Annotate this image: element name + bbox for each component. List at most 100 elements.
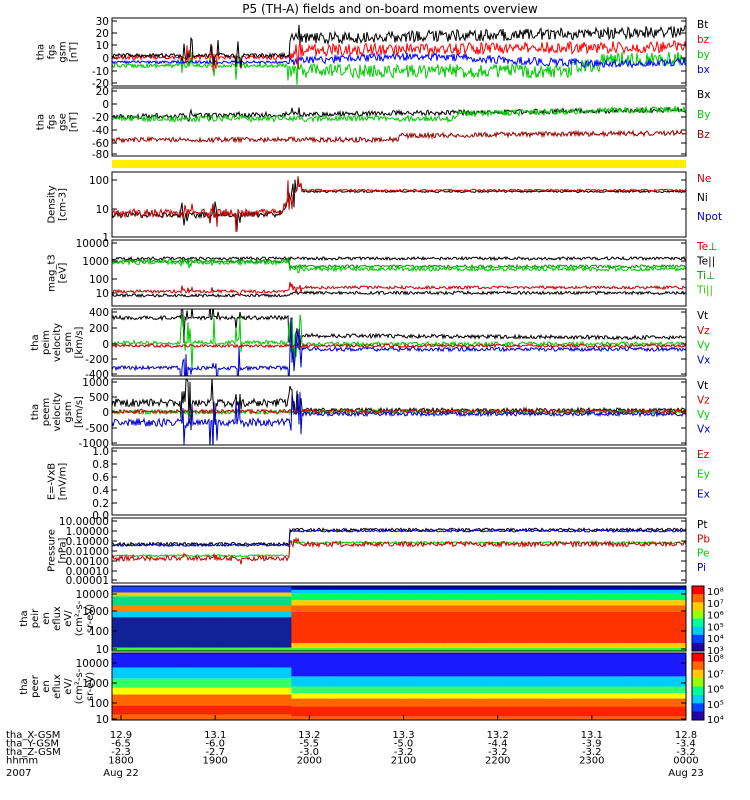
xaxis-row-value: -3.0 (300, 747, 320, 758)
trace-vt-e (112, 379, 686, 431)
x-axis: tha_X-GSM 12.9 13.1 13.2 13.3 13.2 13.1 12.8 tha… (6, 715, 704, 779)
y-axis-label: [eV] (58, 263, 69, 284)
y-tick-label: 0.00010 (66, 566, 109, 578)
y-axis-label: [km/s] (74, 396, 85, 428)
y-tick-label: 100 (89, 698, 109, 710)
plot-title: P5 (TH-A) fields and on-board moments ov… (242, 2, 538, 16)
y-tick-label: 100 (89, 175, 109, 187)
y-axis-label: [nT] (69, 112, 80, 132)
y-tick-label: 10 (96, 204, 109, 216)
y-axis-label: tha (36, 114, 47, 130)
y-tick-label: 0.00001 (66, 575, 109, 587)
panel-fgs-gse-traces (112, 105, 686, 144)
legend-peem-velocity-2: Vy (697, 409, 710, 421)
y-axis-label: sr-eV) (85, 672, 96, 701)
colorbar-label: 10⁵ (707, 622, 724, 633)
xaxis-row-value: 13.2 (298, 730, 320, 741)
xaxis-row-value: -5.0 (394, 739, 414, 750)
legend-e-field-0: Ez (697, 449, 710, 461)
panel-frame (111, 652, 687, 721)
trace-ne (112, 176, 686, 233)
y-axis-label: en (41, 680, 52, 693)
xaxis-row-value: -6.0 (205, 739, 225, 750)
xaxis-row-value: -2.7 (205, 747, 225, 758)
y-axis-label: peem (41, 398, 52, 426)
xaxis-row-value: -3.2 (488, 747, 508, 758)
trace-ti-perp (112, 258, 686, 270)
colorbar-label: 10⁴ (707, 634, 724, 645)
xaxis-row-label: tha_X-GSM (6, 730, 60, 741)
y-tick-label: 10000 (76, 658, 109, 670)
legend-fgs-gsm-3: bx (697, 64, 710, 76)
y-tick-label: -500 (85, 423, 109, 435)
trace-vz-e (112, 407, 686, 416)
y-axis-label: sr-eV) (85, 604, 96, 633)
panel-pressure-traces (112, 527, 686, 565)
panel-fgs-gsm-traces (112, 24, 686, 85)
y-axis-label: gsm (63, 401, 74, 422)
trace-pi (112, 529, 686, 548)
panel-peim-velocity: 400 200 0 -200 -400 tha peim velocity gsm [km/s] V… (30, 307, 710, 381)
legend-peem-velocity-0: Vt (697, 380, 708, 392)
xaxis-row-value: -3.2 (394, 747, 414, 758)
xaxis-row-value: 2000 (297, 756, 322, 767)
y-tick-label: 500 (89, 392, 109, 404)
trace-bx (112, 51, 686, 69)
y-axis-label: tha (30, 404, 41, 420)
panel-peer-spec-traces (112, 653, 686, 720)
y-axis-label: en (41, 612, 52, 625)
y-tick-label: 0.00100 (66, 556, 109, 568)
y-axis-label: eflux (52, 674, 63, 699)
y-axis-label: tha (19, 610, 30, 626)
trace-bz (112, 40, 686, 72)
y-tick-label: -20 (92, 112, 109, 124)
y-tick-label: 0.0 (92, 510, 109, 522)
trace-pb (112, 536, 686, 565)
panel-peem-velocity: 1000 500 0 -500 -1000 tha peem velocity gsm [km/s… (30, 377, 710, 450)
panel-density: 100 10 1 Density [cm-3] Ne Ni Npot (47, 171, 722, 244)
orbit-indicator-bar (112, 160, 686, 168)
trace-te-perp-low (112, 290, 686, 299)
y-tick-label: 1 (102, 232, 109, 244)
xaxis-row-value: 1900 (202, 756, 227, 767)
y-axis-label: [cm-3] (58, 188, 69, 221)
y-tick-label: 0.8 (92, 459, 109, 471)
y-tick-label: 10 (96, 644, 109, 656)
panel-e-field: 1.00.80.60.40.20.0 E=-VxB [mV/m] Ez Ey Ex (47, 446, 710, 522)
y-tick-label: -20 (92, 78, 109, 90)
y-axis-label: fgs (47, 44, 58, 59)
y-tick-label: 0.6 (92, 472, 109, 484)
y-tick-label: 30 (96, 16, 109, 28)
panel-peem-velocity-traces (112, 379, 686, 445)
colorbar-label: 10⁷ (707, 669, 724, 680)
xaxis-row-value: -3.4 (676, 739, 696, 750)
y-axis-label: peim (41, 330, 52, 355)
panel-peer-spec: 10⁸ 10⁷ 10⁶ 10⁵ 10⁴ 10000 1000 100 10 tha peer en ef… (19, 652, 724, 726)
xaxis-row-value: -5.5 (300, 739, 320, 750)
y-tick-label: 10000 (76, 589, 109, 601)
y-tick-label: -1000 (78, 438, 109, 450)
trace-ni (112, 178, 686, 232)
trace-vx-e (112, 392, 686, 445)
y-axis-label: gsm (63, 332, 74, 353)
panel-frame (111, 517, 687, 584)
legend-fgs-gse-0: Bx (697, 89, 710, 101)
legend-peim-velocity-3: Vx (697, 354, 710, 366)
y-tick-label: -60 (92, 138, 109, 150)
panel-pressure: 10.000001.000000.100000.010000.001000.00… (47, 516, 711, 587)
xaxis-row-value: -4.4 (488, 739, 508, 750)
xaxis-row-value: 12.8 (675, 730, 697, 741)
legend-temperature-2: Ti⊥ (696, 270, 715, 282)
y-axis-label: [nT] (69, 42, 80, 62)
y-axis-label: tha (30, 334, 41, 350)
legend-peim-velocity-0: Vt (697, 310, 708, 322)
legend-density-2: Npot (697, 211, 722, 223)
legend-fgs-gsm-1: bz (697, 34, 710, 46)
trace-te-perp (112, 281, 686, 297)
y-axis-label: [mV/m] (58, 463, 69, 501)
y-tick-label: 0.4 (92, 485, 109, 497)
y-axis-label: eflux (52, 606, 63, 631)
y-tick-label: 0 (102, 53, 109, 65)
